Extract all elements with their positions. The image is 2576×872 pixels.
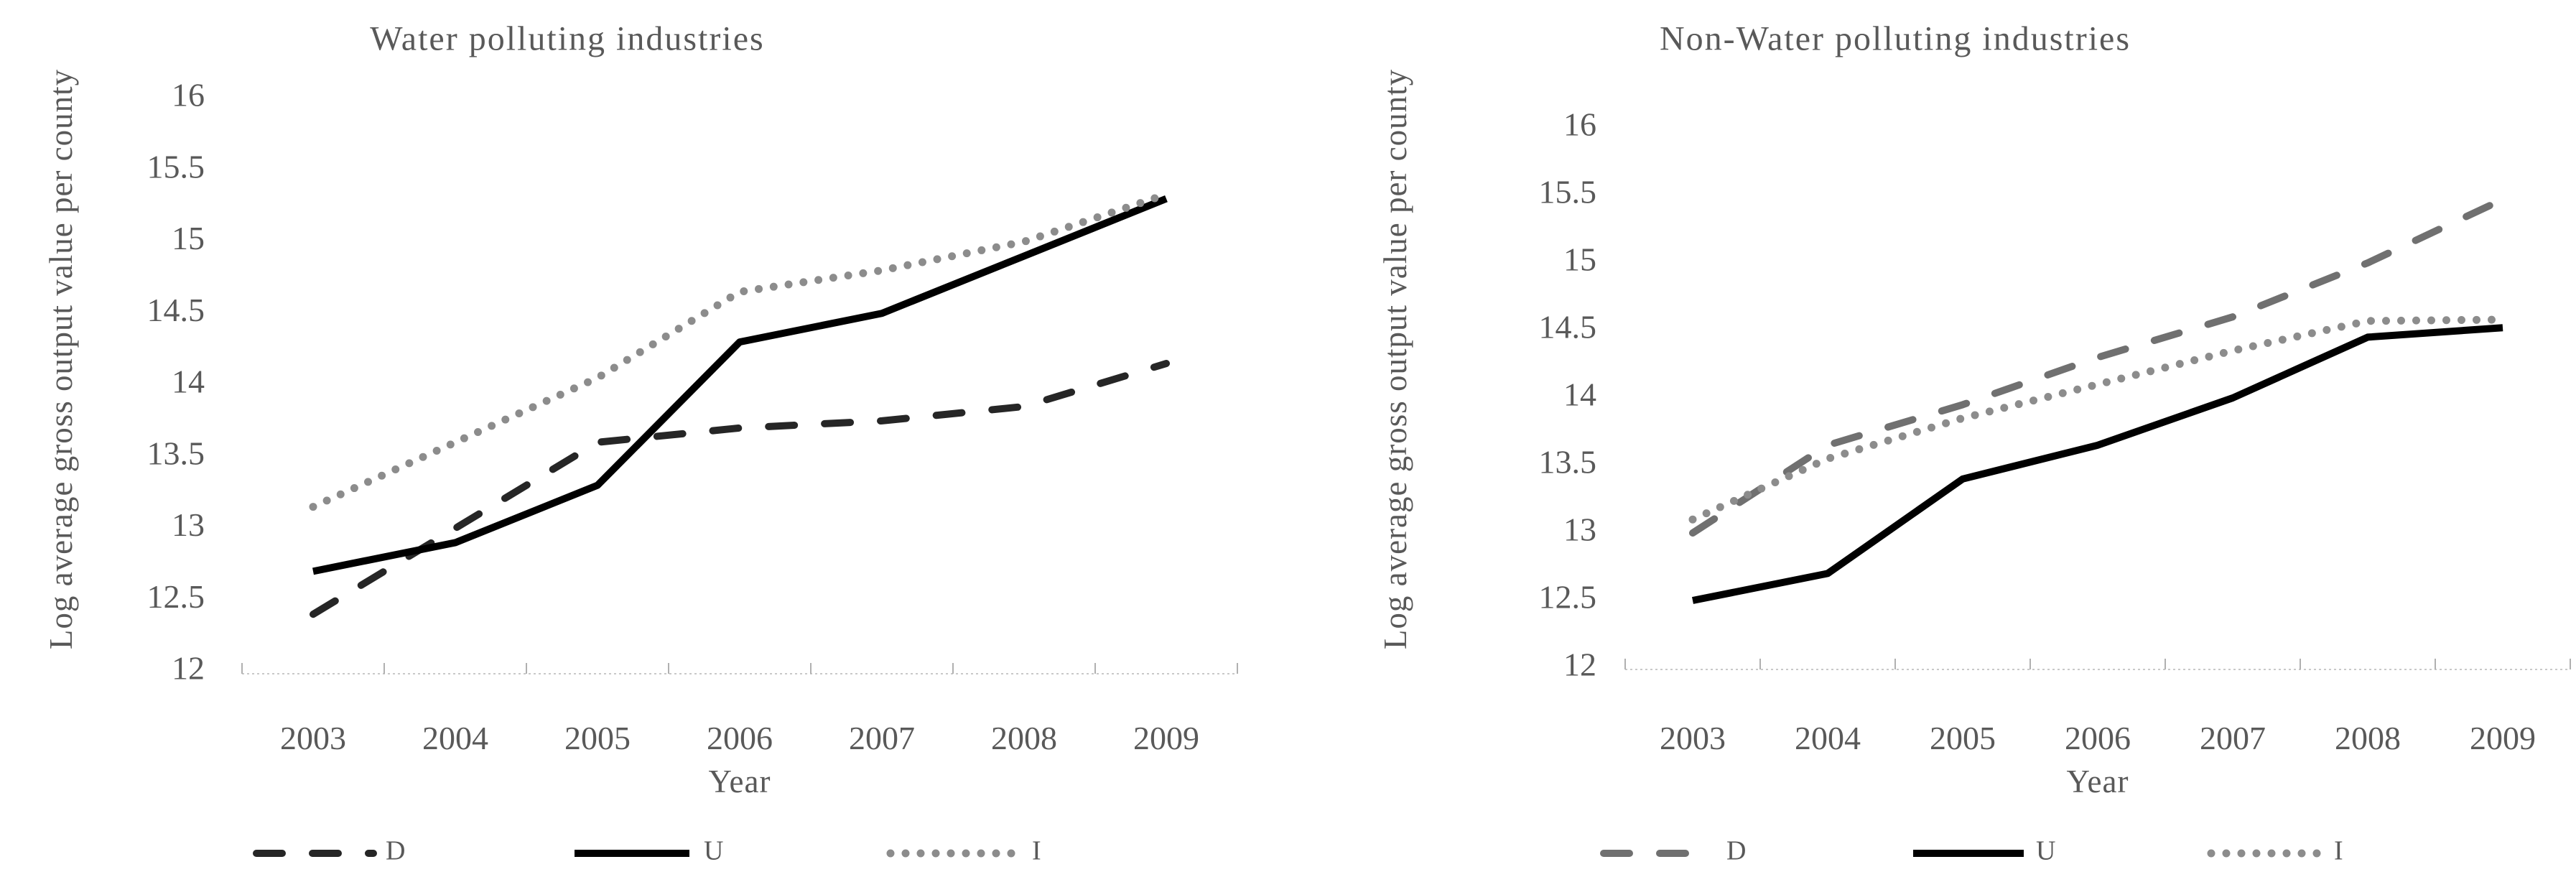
water-polluting-chart-svg: Water polluting industries Log average gr… [43, 20, 1238, 866]
legend-label-I: I [1032, 836, 1041, 866]
y-tick-label: 12 [172, 650, 205, 687]
y-tick-label: 14 [172, 363, 205, 400]
x-tick-label: 2006 [707, 720, 773, 756]
y-tick-label: 13.5 [147, 435, 205, 471]
y-tick-label: 13.5 [1539, 444, 1597, 481]
x-tick-label: 2009 [2470, 720, 2536, 756]
legend-label-D: D [386, 836, 405, 866]
x-tick-label: 2008 [991, 720, 1057, 756]
chart-water-polluting: Water polluting industries Log average gr… [43, 20, 1238, 866]
chart-title: Non-Water polluting industries [1660, 20, 2131, 58]
series-line-I [1688, 315, 2507, 524]
series-line-I [309, 190, 1171, 511]
y-tick-label: 15.5 [1539, 174, 1597, 210]
x-tick-label: 2009 [1133, 720, 1199, 756]
series-line-D [310, 360, 1170, 618]
y-tick-label: 15 [172, 220, 205, 256]
series-line-U [312, 195, 1168, 575]
x-tick-label: 2004 [422, 720, 488, 756]
x-axis-title: Year [709, 764, 771, 799]
y-tick-label: 15.5 [147, 148, 205, 185]
y-tick-label: 14 [1563, 376, 1596, 413]
x-tick-label: 2004 [1795, 720, 1861, 756]
chart-title: Water polluting industries [370, 20, 764, 58]
y-axis-title: Log average gross output value per count… [43, 69, 79, 649]
chart-non-water-polluting: Non-Water polluting industries Log averag… [1288, 0, 2575, 872]
legend-label-D: D [1726, 836, 1746, 866]
x-tick-label: 2006 [2065, 720, 2131, 756]
x-tick-label: 2003 [1660, 720, 1726, 756]
series-line-D [1689, 195, 2506, 537]
y-tick-label: 12.5 [147, 578, 205, 615]
y-tick-label: 15 [1563, 241, 1596, 278]
x-tick-label: 2007 [2200, 720, 2266, 756]
y-tick-label: 14.5 [147, 292, 205, 328]
x-tick-label: 2007 [849, 720, 915, 756]
x-tick-label: 2008 [2335, 720, 2401, 756]
legend-label-U: U [704, 836, 723, 866]
y-tick-label: 14.5 [1539, 309, 1597, 345]
y-tick-label: 13 [172, 506, 205, 543]
x-tick-label: 2005 [1930, 720, 1996, 756]
x-axis-title: Year [2067, 764, 2129, 799]
y-tick-label: 12 [1563, 646, 1596, 683]
non-water-polluting-chart-svg: Non-Water polluting industries Log averag… [1377, 20, 2571, 866]
y-axis-title: Log average gross output value per count… [1377, 69, 1413, 649]
legend-label-I: I [2334, 836, 2343, 866]
y-tick-label: 16 [1563, 106, 1596, 143]
y-tick-label: 12.5 [1539, 579, 1597, 616]
series-line-U [1692, 324, 2503, 604]
x-tick-label: 2003 [280, 720, 346, 756]
x-tick-label: 2005 [564, 720, 631, 756]
y-tick-label: 13 [1563, 511, 1596, 548]
legend-label-U: U [2036, 836, 2055, 866]
y-tick-label: 16 [172, 77, 205, 113]
